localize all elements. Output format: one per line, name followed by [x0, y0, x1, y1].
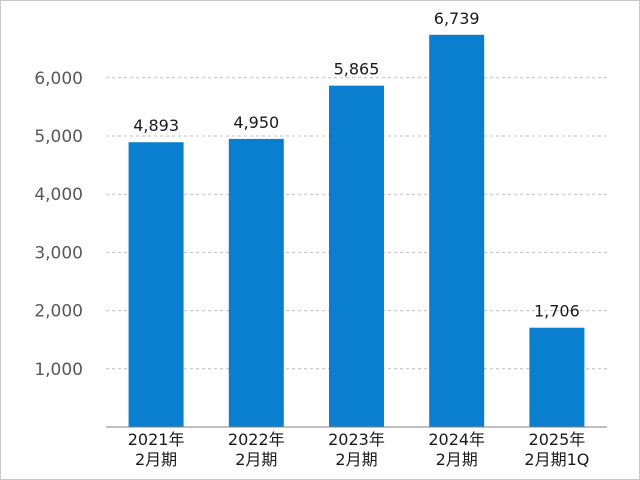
x-tick-label: 2022年 — [228, 430, 285, 449]
x-tick-label: 2025年 — [529, 430, 586, 449]
x-tick-label: 2月期 — [235, 450, 277, 469]
x-tick-label: 2月期 — [135, 450, 177, 469]
data-label: 4,950 — [233, 113, 279, 132]
x-tick-label: 2月期 — [436, 450, 478, 469]
bar — [128, 142, 184, 427]
y-tick-label: 4,000 — [34, 185, 83, 205]
bar — [429, 34, 485, 428]
data-label: 5,865 — [334, 60, 380, 79]
x-tick-label: 2月期 — [335, 450, 377, 469]
x-tick-label: 2023年 — [328, 430, 385, 449]
bars-layer — [128, 34, 585, 428]
data-label: 4,893 — [133, 116, 179, 135]
y-tick-label: 5,000 — [34, 127, 83, 147]
bar — [329, 85, 384, 428]
labels-layer: 1,000 2,000 3,000 4,000 5,000 6,000 4,893 2021年… — [34, 9, 589, 469]
y-tick-label: 1,000 — [34, 360, 83, 380]
data-label: 1,706 — [534, 302, 580, 321]
y-tick-label: 6,000 — [34, 69, 83, 89]
y-tick-label: 3,000 — [34, 243, 83, 263]
data-label: 6,739 — [434, 9, 480, 28]
bar — [529, 327, 585, 427]
x-tick-label: 2021年 — [128, 430, 185, 449]
x-tick-label: 2024年 — [428, 430, 485, 449]
y-tick-label: 2,000 — [34, 302, 83, 322]
x-tick-label: 2月期1Q — [524, 450, 589, 469]
bar — [228, 138, 284, 427]
